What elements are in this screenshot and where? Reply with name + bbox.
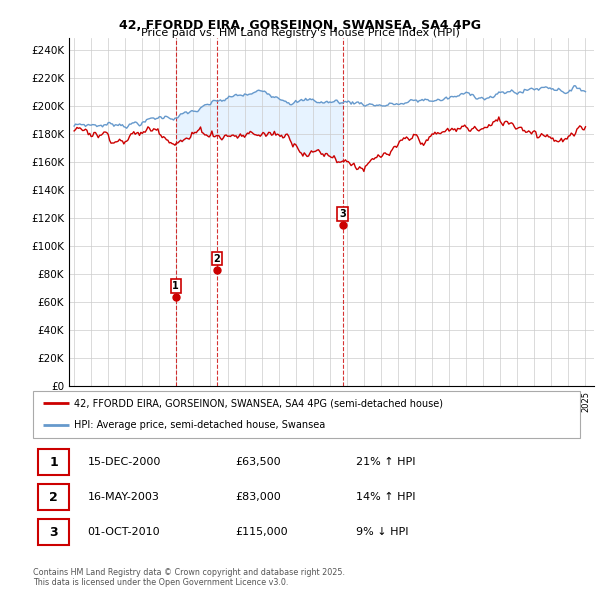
Text: 1: 1: [172, 281, 179, 291]
Text: 1: 1: [49, 455, 58, 468]
Text: 9% ↓ HPI: 9% ↓ HPI: [356, 527, 409, 537]
Text: 14% ↑ HPI: 14% ↑ HPI: [356, 492, 415, 502]
Text: £63,500: £63,500: [235, 457, 281, 467]
Text: £83,000: £83,000: [235, 492, 281, 502]
Text: 16-MAY-2003: 16-MAY-2003: [88, 492, 160, 502]
Text: 2: 2: [214, 254, 220, 264]
Text: 42, FFORDD EIRA, GORSEINON, SWANSEA, SA4 4PG (semi-detached house): 42, FFORDD EIRA, GORSEINON, SWANSEA, SA4…: [74, 398, 443, 408]
Text: Price paid vs. HM Land Registry's House Price Index (HPI): Price paid vs. HM Land Registry's House …: [140, 28, 460, 38]
Text: 21% ↑ HPI: 21% ↑ HPI: [356, 457, 415, 467]
Text: 3: 3: [339, 209, 346, 219]
FancyBboxPatch shape: [38, 449, 69, 476]
Text: 3: 3: [49, 526, 58, 539]
FancyBboxPatch shape: [33, 391, 580, 438]
Text: £115,000: £115,000: [235, 527, 288, 537]
Text: 42, FFORDD EIRA, GORSEINON, SWANSEA, SA4 4PG: 42, FFORDD EIRA, GORSEINON, SWANSEA, SA4…: [119, 19, 481, 32]
Text: HPI: Average price, semi-detached house, Swansea: HPI: Average price, semi-detached house,…: [74, 420, 325, 430]
FancyBboxPatch shape: [38, 484, 69, 510]
Text: 2: 2: [49, 490, 58, 504]
Text: 15-DEC-2000: 15-DEC-2000: [88, 457, 161, 467]
FancyBboxPatch shape: [38, 519, 69, 545]
Text: 01-OCT-2010: 01-OCT-2010: [88, 527, 160, 537]
Text: Contains HM Land Registry data © Crown copyright and database right 2025.
This d: Contains HM Land Registry data © Crown c…: [33, 568, 345, 587]
